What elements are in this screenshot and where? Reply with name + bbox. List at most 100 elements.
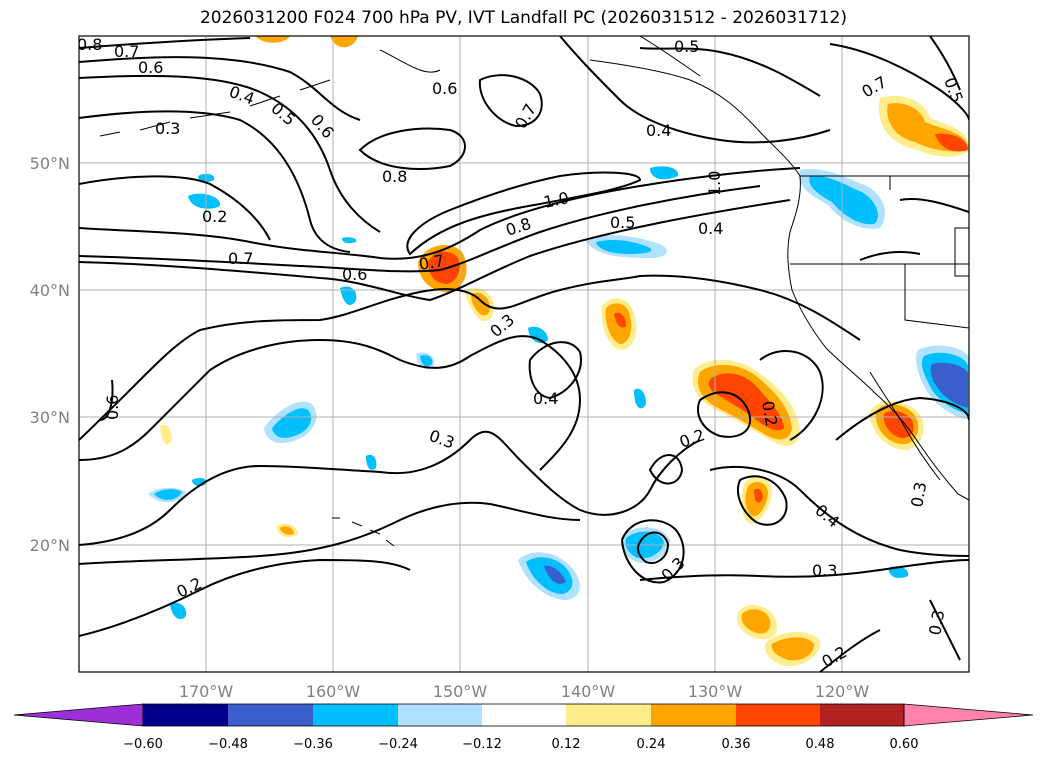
pv-contour xyxy=(899,197,969,213)
contour-label: 0.6 xyxy=(432,79,457,98)
contour-label: 0.3 xyxy=(925,608,948,636)
shade-negative xyxy=(342,237,357,244)
pv-contour xyxy=(835,396,969,441)
pv-contour xyxy=(79,110,351,253)
pv-contour xyxy=(79,430,701,546)
gridlines xyxy=(79,36,969,672)
coastline-alaska xyxy=(379,36,701,77)
pv-contour xyxy=(819,629,881,672)
shade-negative xyxy=(528,326,548,344)
shade-negative xyxy=(366,454,377,470)
pv-contour xyxy=(79,199,791,302)
contour-label: 0.8 xyxy=(382,167,407,186)
contour-label: 0.6 xyxy=(103,395,122,420)
pv-contour xyxy=(639,47,821,97)
shade-positive xyxy=(471,292,490,316)
shade-negative xyxy=(188,193,221,209)
contour-label: 0.5 xyxy=(674,37,699,56)
contour-label: 0.6 xyxy=(342,265,367,284)
colorbar-segment xyxy=(482,704,566,726)
pv-contour xyxy=(929,36,961,91)
lon-tick-label: 130°W xyxy=(688,682,743,701)
shading-layer xyxy=(148,36,969,667)
shade-positive xyxy=(771,637,814,661)
coastline-baja xyxy=(869,371,941,481)
colorbar-segment xyxy=(736,704,820,726)
colorbar-tick-label: 0.24 xyxy=(637,737,666,752)
shade-negative xyxy=(170,602,187,620)
pv-contour xyxy=(829,43,969,121)
shade-positive xyxy=(428,251,460,284)
shade-positive xyxy=(160,424,172,445)
contour-label: 0.3 xyxy=(812,561,837,580)
colorbar-tick-label: −0.48 xyxy=(208,737,248,752)
contour-label: 0.4 xyxy=(533,389,558,408)
lon-tick-label: 160°W xyxy=(306,682,361,701)
contour-label: 0.2 xyxy=(758,399,781,427)
pv-contour xyxy=(929,599,961,661)
pv-contour xyxy=(79,56,361,121)
shade-positive xyxy=(255,36,290,43)
lat-tick-label: 30°N xyxy=(30,408,70,427)
colorbar-tick-label: 0.36 xyxy=(722,737,751,752)
pv-contour xyxy=(478,74,543,128)
colorbar-extend-high xyxy=(903,703,1034,727)
pv-contour xyxy=(737,475,788,526)
pv-contour xyxy=(759,350,824,441)
shade-negative xyxy=(544,565,566,584)
colorbar-segment xyxy=(143,704,228,726)
pv-contour xyxy=(99,379,114,421)
pv-contour xyxy=(79,167,801,260)
coastline-aleutians xyxy=(99,79,331,137)
shade-negative xyxy=(596,240,652,254)
contour-label: 0.7 xyxy=(228,249,253,268)
shade-positive xyxy=(935,133,968,152)
pv-contour xyxy=(79,501,581,565)
contour-label: 0.7 xyxy=(417,251,445,274)
colorbar-tick-label: −0.24 xyxy=(378,737,418,752)
map-panel: 0.8 0.7 0.6 0.5 0.4 0.3 0.6 0.2 0.7 0.6 … xyxy=(77,35,970,673)
contour-label: 0.8 xyxy=(77,35,102,54)
colorbar-extend-low xyxy=(13,703,144,727)
shade-negative xyxy=(634,388,646,409)
colorbar-tick-label: 0.12 xyxy=(552,737,581,752)
pv-contour xyxy=(79,37,251,49)
lon-tick-label: 170°W xyxy=(179,682,234,701)
pv-contour xyxy=(406,171,642,256)
colorbar-segment xyxy=(313,704,398,726)
colorbar-tick-label: 0.60 xyxy=(890,737,919,752)
contour-label: 0.3 xyxy=(907,480,930,508)
pv-contour xyxy=(79,558,411,637)
contour-label: 0.3 xyxy=(155,119,180,138)
lon-tick-labels: 170°W 160°W 150°W 140°W 130°W 120°W xyxy=(179,682,870,701)
contour-label: 0.5 xyxy=(610,213,635,232)
coastlines xyxy=(99,36,969,547)
pv-contour xyxy=(637,531,670,564)
map-frame xyxy=(78,35,970,673)
shade-positive xyxy=(330,36,358,48)
shade-positive xyxy=(614,312,626,328)
contour-label: 0.4 xyxy=(646,121,671,140)
pv-contour xyxy=(559,36,831,144)
pv-contour xyxy=(639,559,969,581)
contour-label: 0.6 xyxy=(138,58,163,77)
colorbar-tick-label: −0.36 xyxy=(293,737,333,752)
contour-label: 0.2 xyxy=(202,207,227,226)
colorbar-tick-label: −0.12 xyxy=(462,737,502,752)
lat-tick-label: 50°N xyxy=(30,154,70,173)
lat-tick-label: 40°N xyxy=(30,281,70,300)
shade-positive xyxy=(754,488,763,503)
pv-contour xyxy=(358,127,466,170)
coastline-north-america xyxy=(589,59,969,501)
pv-contour xyxy=(620,519,685,584)
pv-contours xyxy=(79,36,969,672)
shade-positive xyxy=(708,373,784,431)
shade-negative xyxy=(930,362,968,408)
pv-contour xyxy=(697,391,751,438)
colorbar-frame xyxy=(142,703,905,727)
lon-tick-label: 120°W xyxy=(815,682,870,701)
contour-label: 1.0 xyxy=(705,171,724,196)
pv-contour xyxy=(648,454,684,485)
shade-negative xyxy=(272,408,312,438)
shade-negative xyxy=(154,489,182,500)
